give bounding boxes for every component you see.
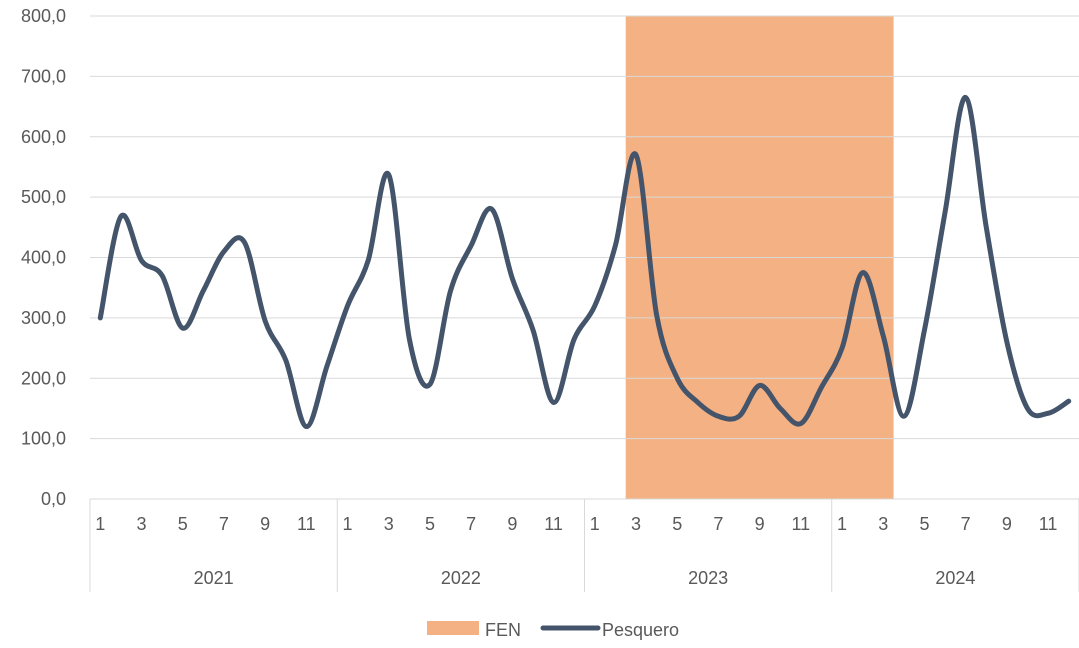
x-tick-label: 1 [837,514,847,534]
x-tick-label: 7 [713,514,723,534]
x-tick-label: 3 [878,514,888,534]
pesquero-point [386,172,391,177]
x-tick-label: 3 [631,514,641,534]
pesquero-point [345,303,350,308]
grid-layer [90,15,1079,500]
pesquero-point [798,421,803,426]
pesquero-point [778,406,783,411]
pesquero-point [1025,406,1030,411]
legend-label-pesquero: Pesquero [602,620,679,640]
x-tick-label: 5 [178,514,188,534]
pesquero-point [448,288,453,293]
x-tick-label: 9 [755,514,765,534]
pesquero-point [201,288,206,293]
x-tick-label: 11 [792,514,811,534]
x-tick-label: 3 [137,514,147,534]
pesquero-point [407,337,412,342]
y-tick-label: 200,0 [21,368,66,388]
pesquero-point [1066,399,1071,404]
axis-layer: 0,0 100,0 200,0 300,0 400,0 500,0 600,0 700,0 80… [21,6,1079,592]
pesquero-point [819,385,824,390]
pesquero-point [324,364,329,369]
pesquero-point [489,207,494,212]
y-tick-label: 500,0 [21,187,66,207]
pesquero-point [675,376,680,381]
x-tick-label: 11 [544,514,563,534]
pesquero-point [530,327,535,332]
y-tick-label: 700,0 [21,66,66,86]
pesquero-point [180,326,185,331]
legend-label-fen: FEN [485,620,521,640]
pesquero-point [160,273,165,278]
pesquero-point [1004,340,1009,345]
pesquero-point [613,243,618,248]
pesquero-point [572,337,577,342]
pesquero-point [118,214,123,219]
x-tick-label: 7 [466,514,476,534]
pesquero-point [304,424,309,429]
pesquero-point [654,312,659,317]
pesquero-point [592,303,597,308]
year-label: 2023 [688,568,728,588]
year-label: 2021 [194,568,234,588]
x-tick-label: 9 [507,514,517,534]
pesquero-point [963,95,968,100]
legend-swatch-fen [427,621,479,635]
y-tick-label: 0,0 [41,489,66,509]
pesquero-point [510,276,515,281]
pesquero-point [840,346,845,351]
pesquero-point [716,414,721,419]
x-tick-label: 9 [260,514,270,534]
y-tick-label: 400,0 [21,248,66,268]
pesquero-point [263,318,268,323]
x-tick-label: 5 [672,514,682,534]
pesquero-point [881,333,886,338]
pesquero-point [984,225,989,230]
pesquero-point [695,400,700,405]
x-tick-label: 5 [425,514,435,534]
x-tick-label: 9 [1002,514,1012,534]
pesquero-point [139,258,144,263]
x-tick-label: 11 [1039,514,1058,534]
pesquero-point [427,382,432,387]
x-tick-label: 5 [919,514,929,534]
x-tick-label: 3 [384,514,394,534]
pesquero-point [221,249,226,254]
pesquero-point [1046,411,1051,416]
pesquero-point [922,327,927,332]
x-tick-label: 1 [590,514,600,534]
pesquero-point [366,258,371,263]
legend: FEN Pesquero [427,620,679,640]
y-tick-label: 800,0 [21,6,66,26]
pesquero-point [242,240,247,245]
year-label: 2022 [441,568,481,588]
pesquero-point [860,270,865,275]
pesquero-point [943,210,948,215]
pesquero-point [737,414,742,419]
pesquero-point [98,315,103,320]
x-tick-label: 1 [343,514,353,534]
pesquero-point [551,400,556,405]
x-tick-label: 1 [95,514,105,534]
pesquero-point [469,243,474,248]
pesquero-line [97,95,1072,430]
y-tick-label: 100,0 [21,429,66,449]
pesquero-point [634,152,639,157]
pesquero-point [283,358,288,363]
y-tick-label: 300,0 [21,308,66,328]
pesquero-point [901,414,906,419]
line-layer [97,95,1072,430]
y-tick-label: 600,0 [21,127,66,147]
x-tick-label: 7 [961,514,971,534]
year-label: 2024 [935,568,975,588]
x-tick-label: 11 [297,514,316,534]
x-tick-label: 7 [219,514,229,534]
pesquero-point [757,383,762,388]
